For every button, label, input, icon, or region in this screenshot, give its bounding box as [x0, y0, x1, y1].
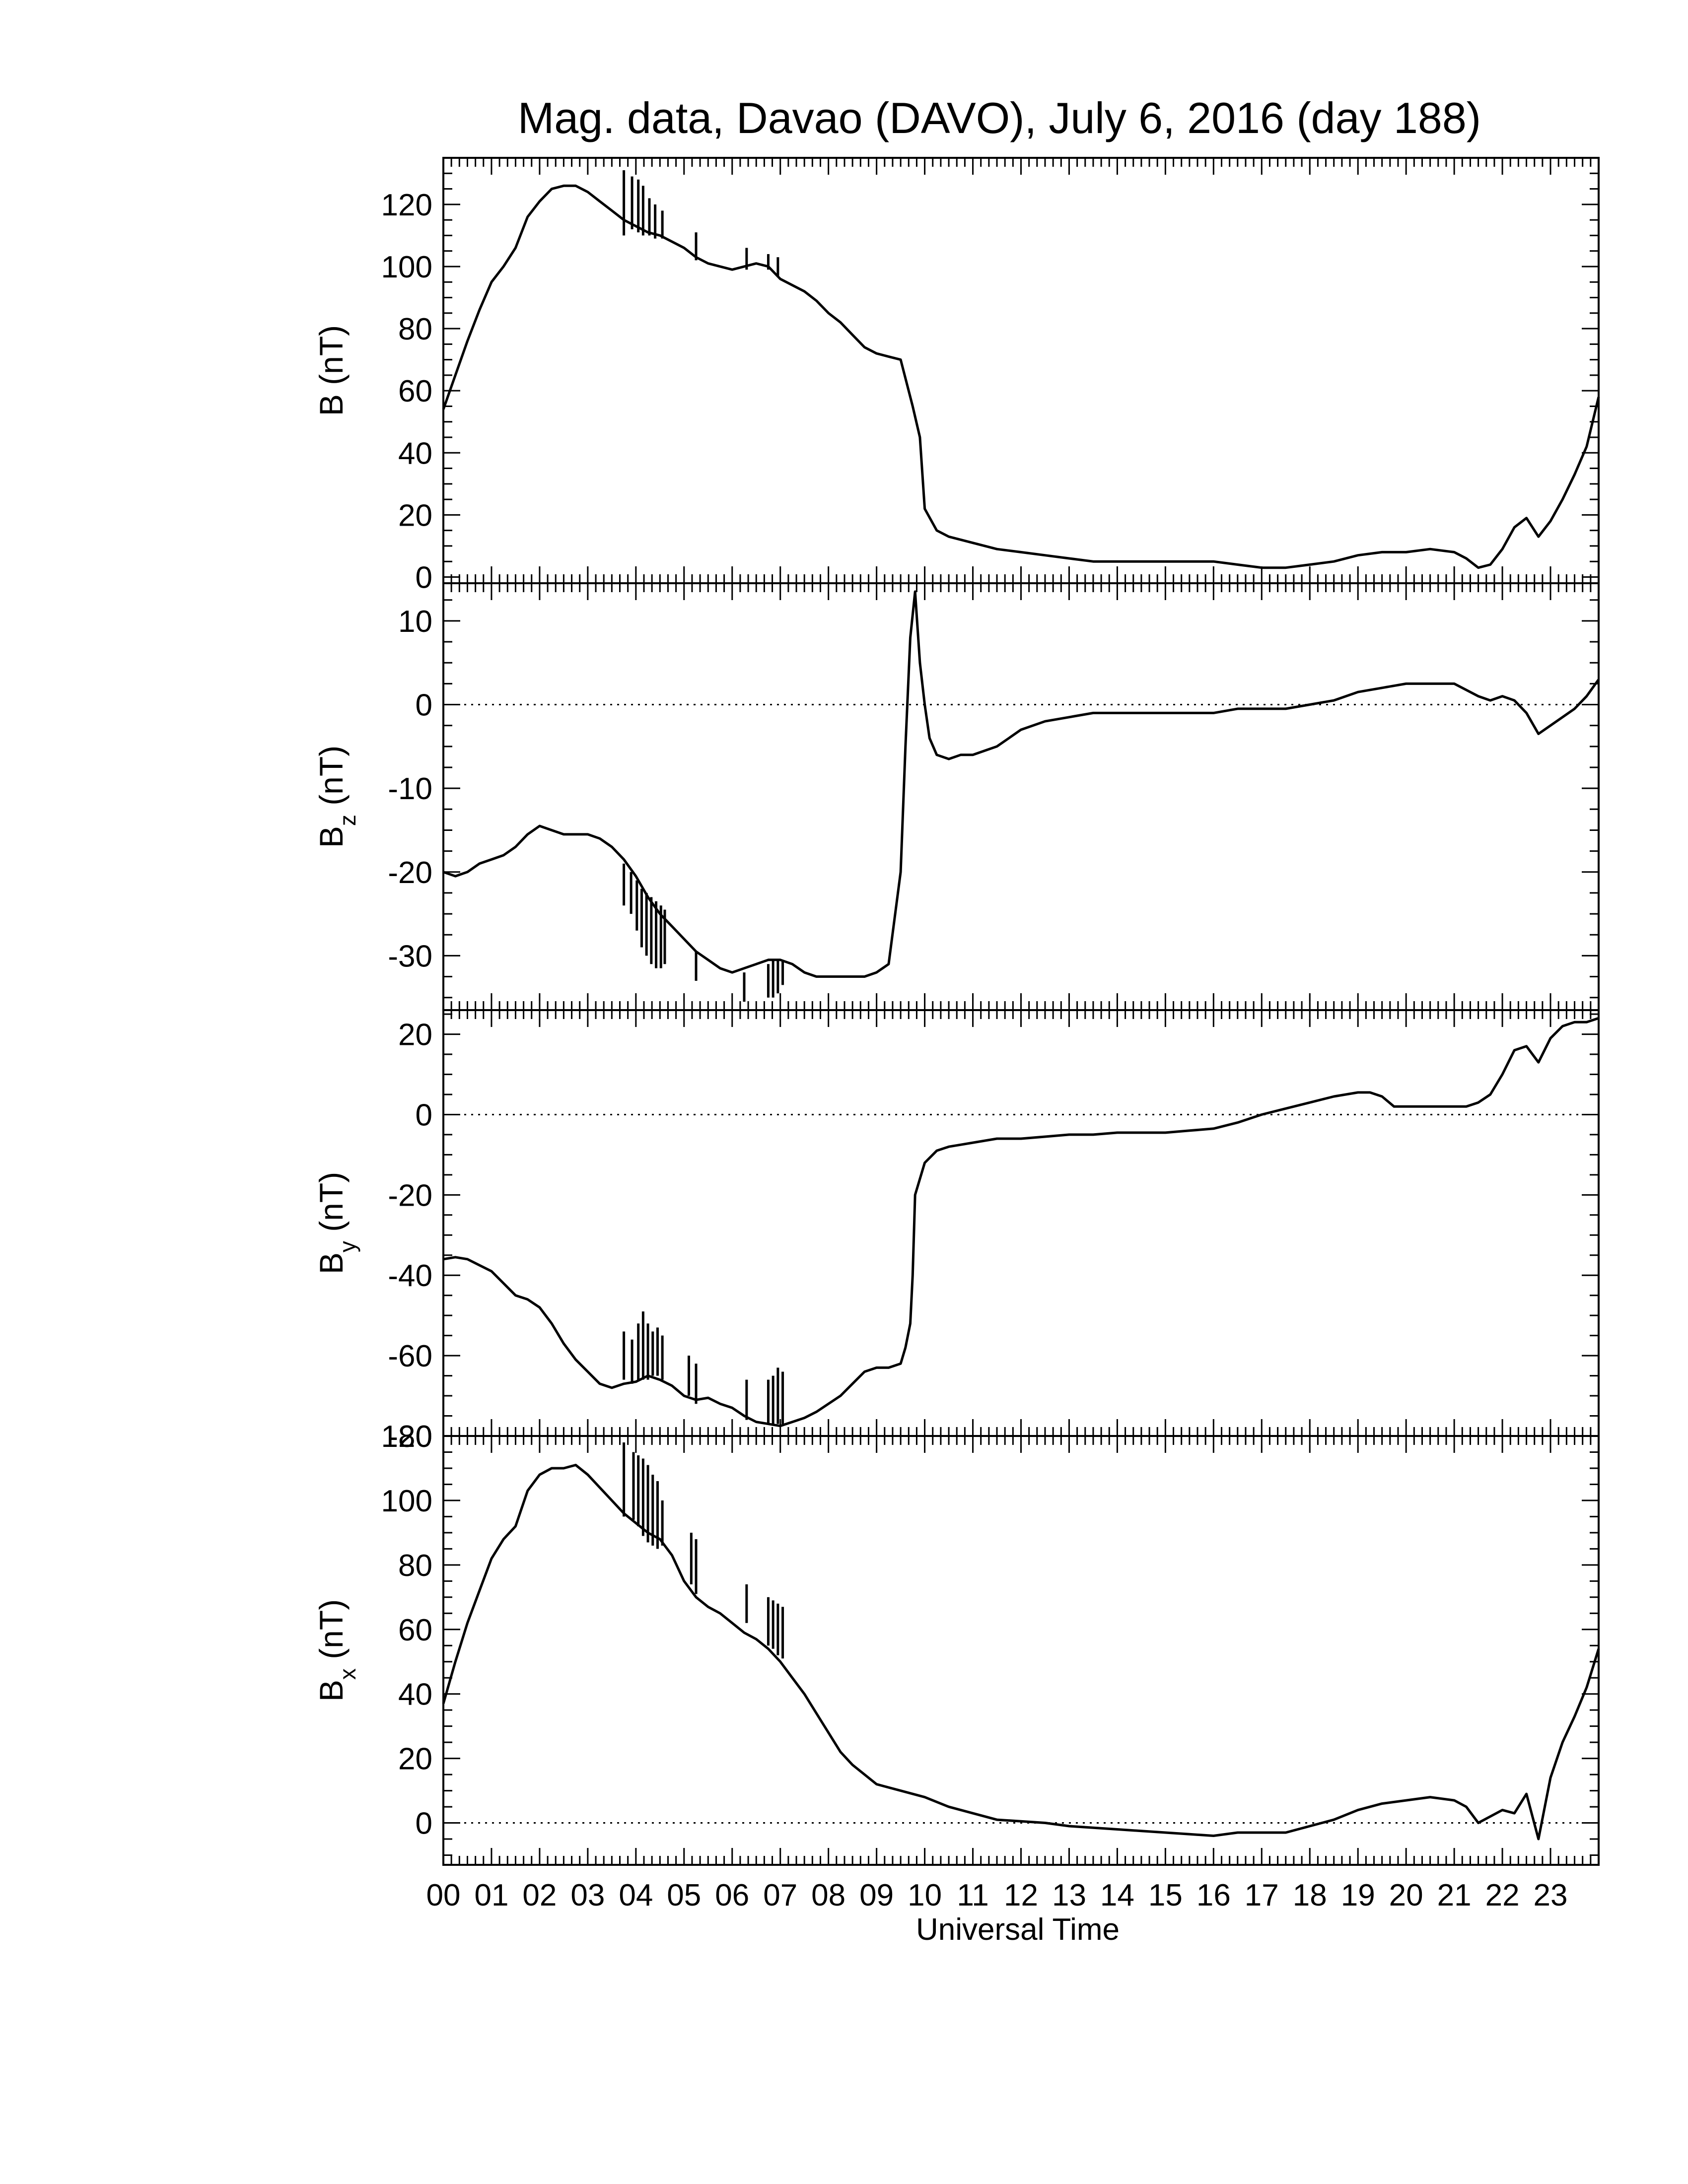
y-axis-label-subscript: z	[335, 815, 360, 826]
y-axis-label-unit: (nT)	[313, 1172, 350, 1241]
x-tick-label: 08	[811, 1878, 845, 1912]
y-axis-label-unit: (nT)	[313, 1599, 350, 1668]
x-tick-label: 01	[474, 1878, 508, 1912]
panel-bz: -30 -20 -10 0 10 Bz (nT)	[313, 582, 1600, 1011]
y-tick-label: 40	[398, 1678, 432, 1712]
panel-frame	[442, 1435, 1600, 1866]
y-tick-label: 60	[398, 1613, 432, 1647]
y-tick-label: 80	[398, 312, 432, 346]
x-axis-tick-labels: 00 01 02 03 04 05 06 07 08 09 10 11 12 13 14 15 16 17 18 19…	[426, 1878, 1568, 1912]
x-tick-label: 23	[1534, 1878, 1568, 1912]
x-tick-label: 15	[1148, 1878, 1183, 1912]
y-tick-label: 60	[398, 374, 432, 409]
x-tick-label: 10	[908, 1878, 942, 1912]
y-tick-label: 120	[381, 188, 432, 222]
y-tick-label: 0	[416, 688, 432, 723]
y-axis-label-unit: (nT)	[313, 746, 350, 815]
x-tick-label: 16	[1196, 1878, 1231, 1912]
series-line-b	[442, 184, 1600, 569]
x-tick-label: 06	[715, 1878, 749, 1912]
series-line-bz	[443, 590, 1600, 978]
x-tick-label: 07	[763, 1878, 797, 1912]
panel-frame	[442, 1009, 1600, 1437]
panel-frame	[442, 582, 1600, 1011]
y-tick-label: -40	[388, 1259, 432, 1293]
y-axis-label-main: B	[313, 826, 350, 848]
y-tick-label: 100	[381, 250, 432, 284]
y-tick-label: 80	[398, 1549, 432, 1583]
x-tick-label: 02	[522, 1878, 557, 1912]
y-tick-label: -20	[388, 856, 432, 890]
y-tick-label: 100	[381, 1484, 432, 1518]
x-tick-label: 03	[570, 1878, 605, 1912]
panel-frame	[442, 157, 1600, 584]
x-tick-label: 13	[1052, 1878, 1086, 1912]
y-axis-label-main: B	[313, 1252, 350, 1274]
x-tick-label: 05	[667, 1878, 701, 1912]
chart-title: Mag. data, Davao (DAVO), July 6, 2016 (d…	[518, 93, 1481, 142]
x-tick-label: 09	[859, 1878, 894, 1912]
y-tick-label: 20	[398, 1742, 432, 1776]
x-tick-label: 04	[619, 1878, 653, 1912]
y-tick-label: -20	[388, 1178, 432, 1213]
series-line-bx	[442, 1464, 1600, 1841]
x-tick-label: 18	[1293, 1878, 1327, 1912]
y-tick-label: 0	[416, 560, 432, 595]
y-tick-label: -60	[388, 1339, 432, 1373]
y-tick-label: 20	[398, 498, 432, 533]
panel-by: -80 -60 -40 -20 0 20 By (nT)	[313, 1009, 1600, 1454]
x-tick-label: 21	[1437, 1878, 1472, 1912]
y-axis-label: Bz (nT)	[313, 746, 360, 848]
y-tick-label: 10	[398, 605, 432, 639]
y-tick-label: 40	[398, 436, 432, 471]
y-tick-label: 20	[398, 1018, 432, 1052]
plot-panels: 0 20 40 60 80 100 120 B (nT) -30 -20 -10 0 10 Bz (nT)…	[313, 157, 1600, 1866]
x-axis-label: Universal Time	[916, 1912, 1120, 1947]
x-tick-label: 14	[1100, 1878, 1134, 1912]
y-tick-label: 0	[416, 1807, 432, 1841]
x-tick-label: 19	[1341, 1878, 1375, 1912]
y-axis-label: B (nT)	[313, 325, 350, 416]
x-tick-label: 11	[957, 1878, 988, 1912]
x-tick-label: 00	[426, 1878, 461, 1912]
y-tick-label: -80	[388, 1420, 432, 1454]
y-tick-label: 120	[381, 1420, 432, 1454]
y-axis-label: By (nT)	[313, 1172, 360, 1274]
panel-bx: 0 20 40 60 80 100 120 Bx (nT)	[313, 1420, 1600, 1866]
x-tick-label: 20	[1389, 1878, 1423, 1912]
panel-b: 0 20 40 60 80 100 120 B (nT)	[313, 157, 1600, 595]
x-tick-label: 22	[1485, 1878, 1520, 1912]
y-tick-label: -30	[388, 939, 432, 973]
series-line-by	[443, 1017, 1599, 1428]
x-tick-label: 12	[1004, 1878, 1038, 1912]
y-tick-label: 0	[416, 1098, 432, 1132]
y-axis-label-subscript: x	[335, 1668, 360, 1680]
y-axis-label: Bx (nT)	[313, 1599, 360, 1702]
y-axis-label-main: B	[313, 1680, 350, 1702]
x-tick-label: 17	[1245, 1878, 1279, 1912]
y-axis-label-subscript: y	[335, 1241, 360, 1252]
y-tick-label: -10	[388, 772, 432, 806]
